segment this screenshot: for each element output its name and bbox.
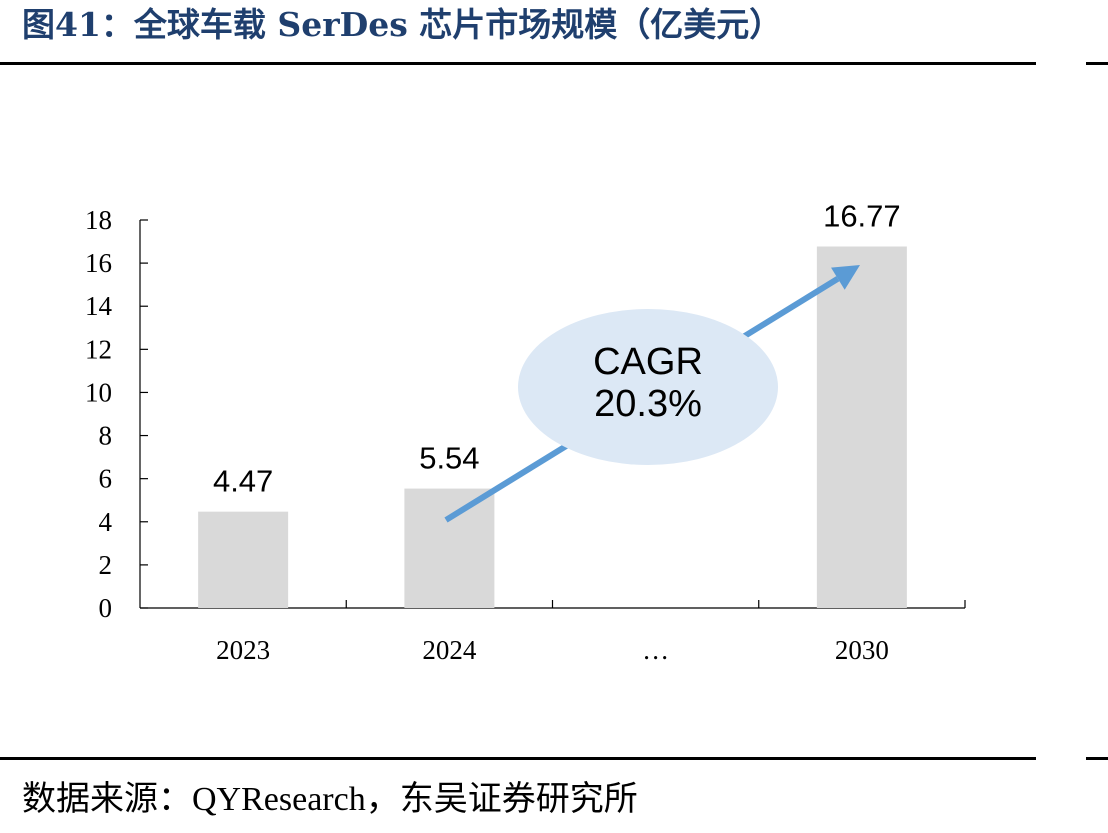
y-tick-label: 18 xyxy=(85,205,112,235)
bar xyxy=(816,246,907,608)
source-note: 数据来源：QYResearch，东吴证券研究所 xyxy=(22,781,638,818)
bar xyxy=(404,488,495,608)
y-tick-label: 6 xyxy=(99,464,113,494)
top-rule-right xyxy=(1086,62,1108,65)
chart-title: 图41：全球车载 SerDes 芯片市场规模（亿美元） xyxy=(22,5,783,44)
x-tick-label: 2030 xyxy=(835,635,889,665)
data-label: 4.47 xyxy=(213,464,273,499)
bottom-rule xyxy=(0,757,1036,760)
data-label: 16.77 xyxy=(823,199,901,234)
y-tick-label: 14 xyxy=(85,291,113,321)
y-tick-label: 16 xyxy=(85,248,112,278)
data-label: 5.54 xyxy=(419,441,479,476)
x-tick-label: 2023 xyxy=(216,635,270,665)
y-tick-label: 4 xyxy=(99,507,113,537)
cagr-arrow-head xyxy=(831,265,860,290)
cagr-bubble xyxy=(518,309,778,465)
bottom-rule-right xyxy=(1086,757,1108,760)
y-tick-label: 8 xyxy=(99,421,113,451)
y-tick-label: 12 xyxy=(85,334,112,364)
top-rule xyxy=(0,62,1036,65)
y-tick-label: 10 xyxy=(85,377,112,407)
bar xyxy=(198,511,289,608)
x-tick-label: 2024 xyxy=(422,635,477,665)
labels: 4.47 5.54 16.77 xyxy=(213,199,901,499)
bars xyxy=(198,246,907,608)
cagr-value: 20.3% xyxy=(594,383,702,425)
cagr-label: CAGR xyxy=(593,341,703,383)
bar-chart: 0 2 4 6 8 10 12 14 16 18 2023 2024 … 2030 4.47 5.54 16.… xyxy=(85,199,966,665)
y-tick-label: 2 xyxy=(99,550,113,580)
y-tick-label: 0 xyxy=(99,593,113,623)
x-tick-label: … xyxy=(642,635,669,665)
